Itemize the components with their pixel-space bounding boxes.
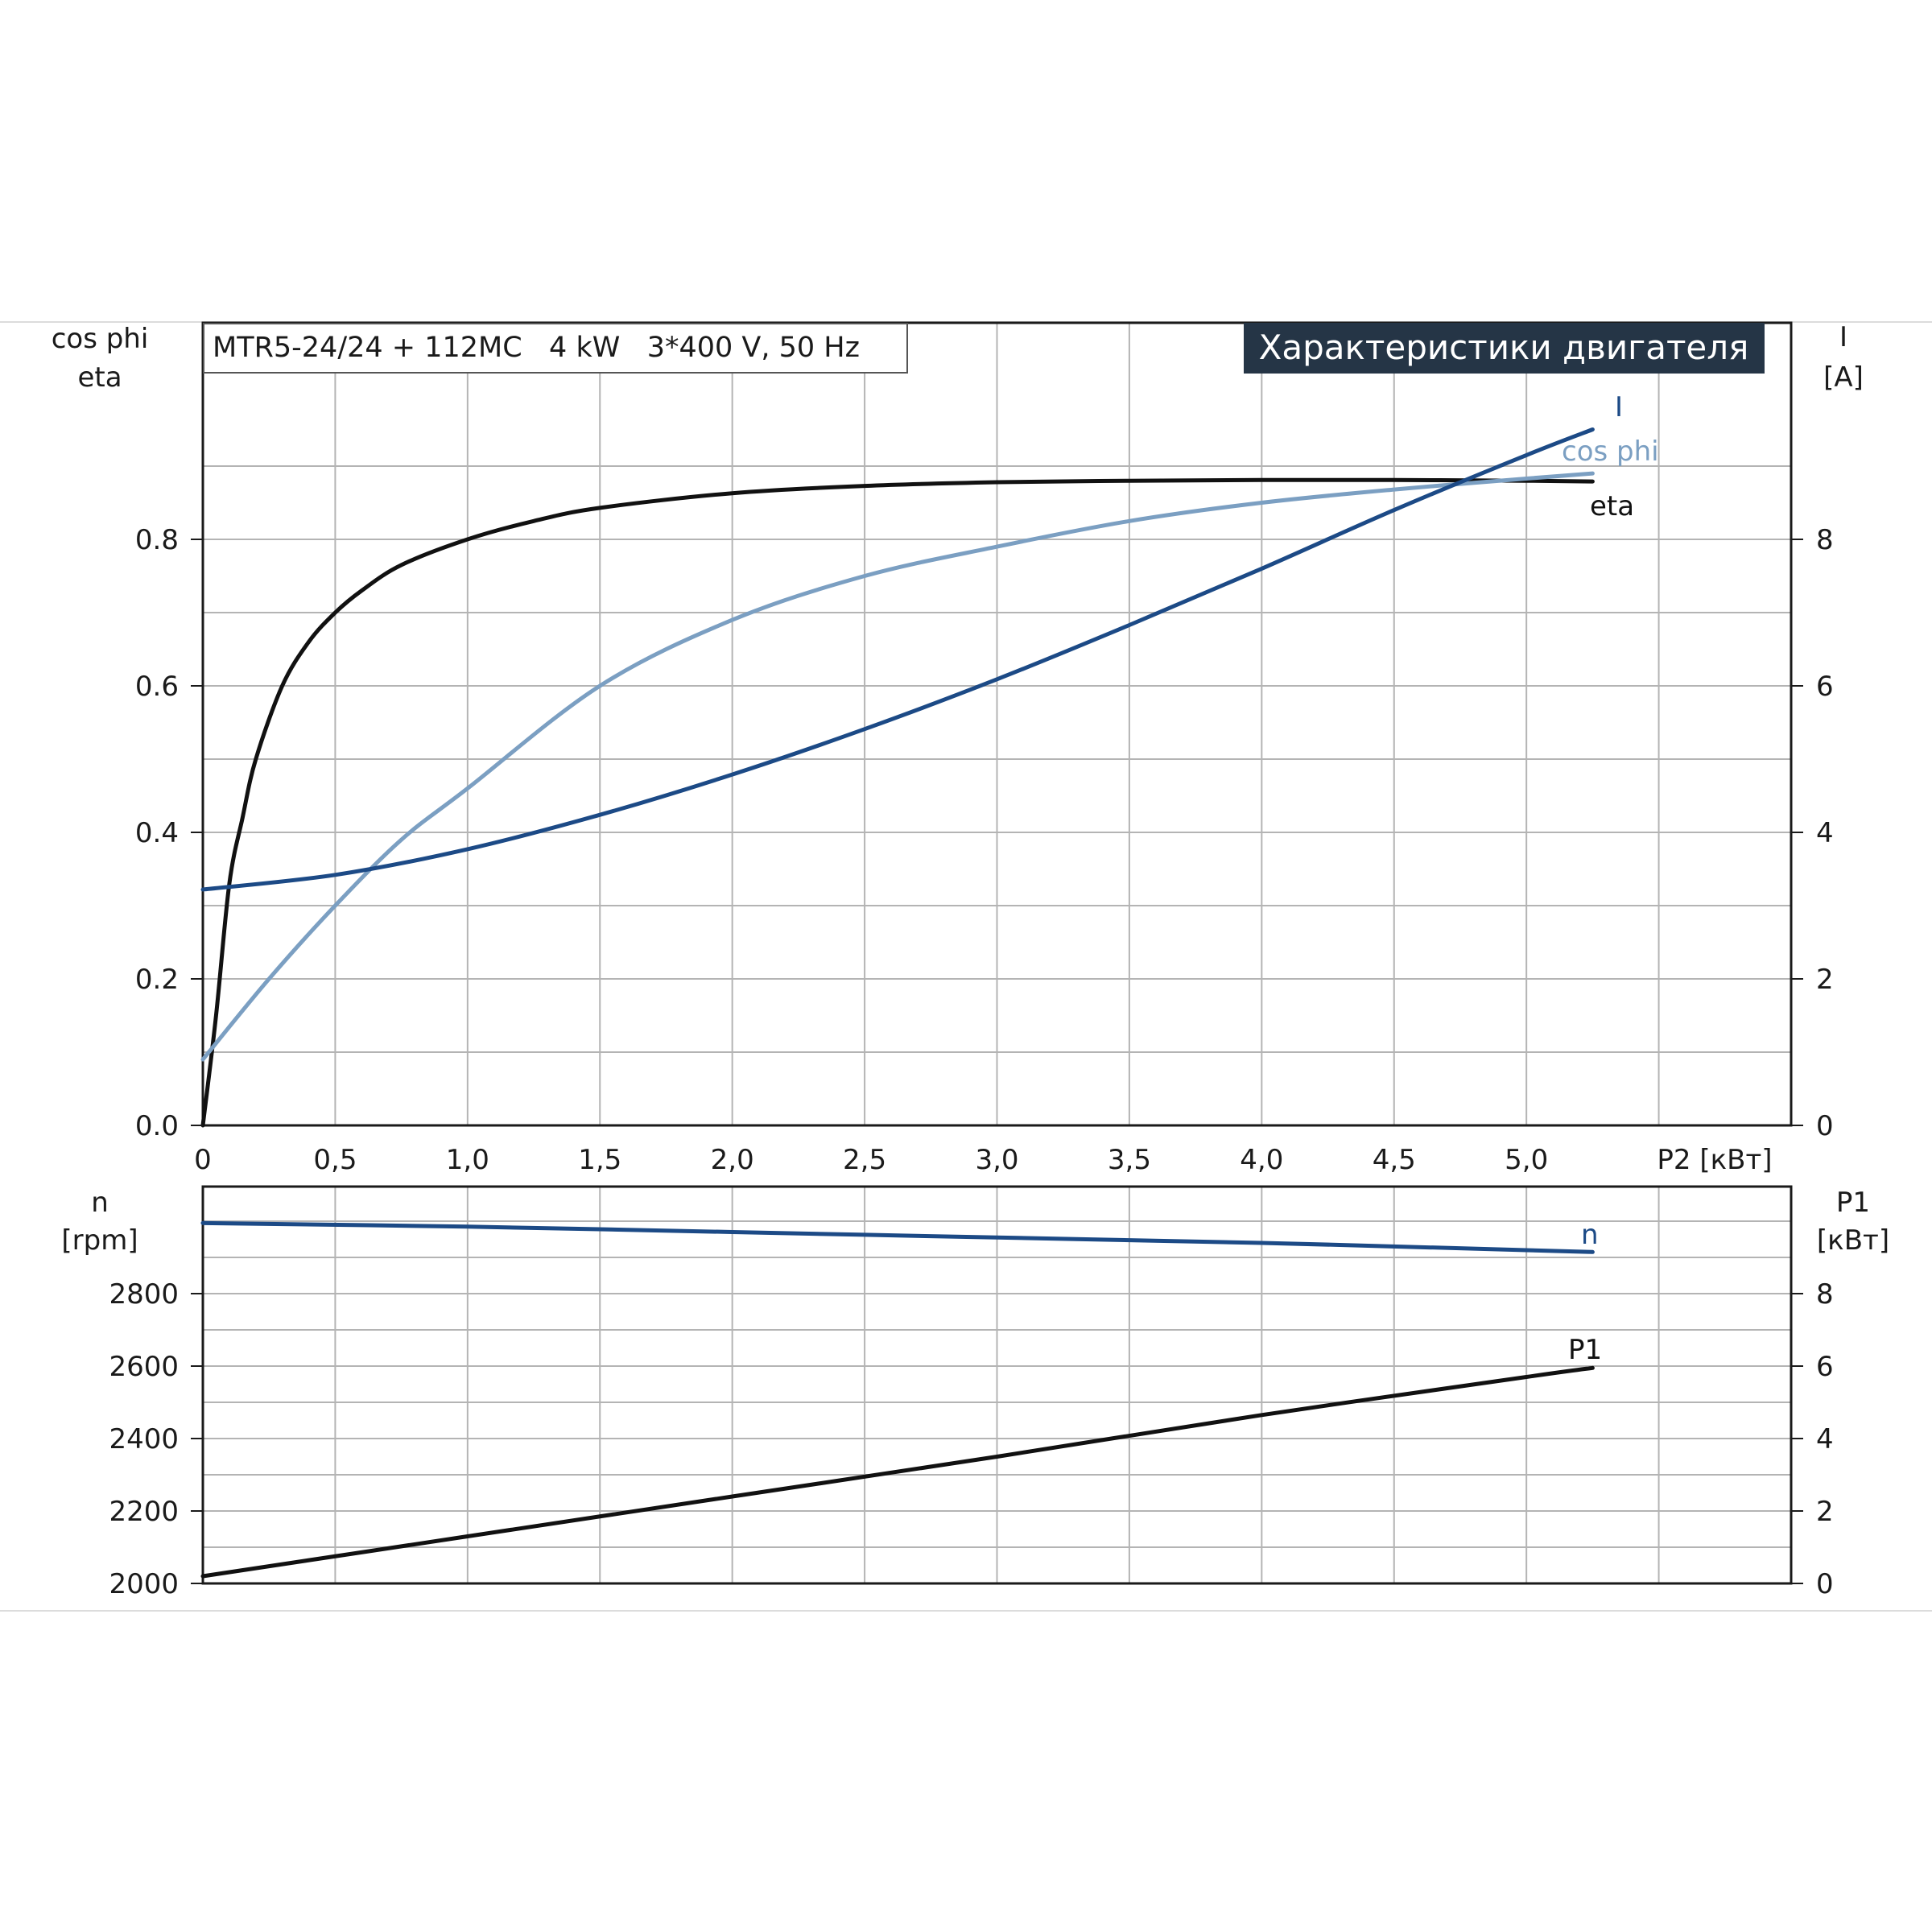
top-left-tick-label: 0.6	[135, 671, 179, 703]
top-panel-frame	[201, 321, 1793, 1127]
x-tick-label: 3,0	[975, 1144, 1018, 1176]
top-right-tick-label: 0	[1816, 1110, 1834, 1142]
x-tick-label: 2,0	[711, 1144, 754, 1176]
x-tick-label: 0,5	[313, 1144, 357, 1176]
series-n-line	[200, 1220, 1595, 1254]
x-tick-label: 4,5	[1373, 1144, 1416, 1176]
bottom-right-tick-label: 2	[1816, 1496, 1834, 1528]
series-eta-line	[200, 477, 1595, 1128]
top-right-axis-label-1: I	[1839, 321, 1847, 353]
bottom-left-tick-label: 2400	[109, 1423, 179, 1455]
top-right-tick-label: 2	[1816, 964, 1834, 996]
chart-title: MTR5-24/24 + 112MC 4 kW 3*400 V, 50 Hz	[213, 332, 860, 364]
bottom-left-tick-label: 2000	[109, 1568, 179, 1600]
curves-layer	[200, 427, 1595, 1579]
series-cos-phi-line	[200, 471, 1595, 1062]
series-label-cos-phi: cos phi	[1562, 436, 1659, 468]
x-tick-label: 1,0	[446, 1144, 489, 1176]
chart-badge-box	[1244, 323, 1765, 374]
bottom-panel-frame	[201, 1185, 1793, 1585]
title-box	[203, 323, 908, 374]
bottom-left-tick-label: 2800	[109, 1278, 179, 1311]
top-right-tick-label: 6	[1816, 671, 1834, 703]
x-tick-label: 4,0	[1240, 1144, 1283, 1176]
series-label-i: I	[1615, 391, 1623, 423]
top-left-axis-label-2: eta	[77, 361, 122, 394]
top-right-tick-label: 4	[1816, 817, 1834, 849]
x-tick-label: 3,5	[1108, 1144, 1151, 1176]
bottom-right-tick-label: 0	[1816, 1568, 1834, 1600]
chart-badge: Характеристики двигателя	[1259, 328, 1749, 367]
top-right-tick-label: 8	[1816, 524, 1834, 556]
series-label-n: n	[1581, 1219, 1599, 1251]
bottom-left-tick-label: 2600	[109, 1351, 179, 1383]
x-tick-label: 5,0	[1505, 1144, 1548, 1176]
x-tick-label: 0	[194, 1144, 212, 1176]
bottom-panel-grid	[203, 1187, 1791, 1583]
bottom-right-axis-label-1: P1	[1836, 1187, 1870, 1219]
top-left-tick-label: 0.4	[135, 817, 179, 849]
top-left-axis-label-1: cos phi	[52, 323, 149, 355]
top-left-tick-label: 0.0	[135, 1110, 179, 1142]
top-left-tick-label: 0.8	[135, 524, 179, 556]
x-tick-label: 2,5	[843, 1144, 886, 1176]
bottom-right-tick-label: 6	[1816, 1351, 1834, 1383]
series-p1-line	[200, 1365, 1595, 1579]
bottom-right-axis-label-2: [кВт]	[1817, 1224, 1889, 1257]
series-i-line	[200, 427, 1595, 892]
x-tick-label: 1,5	[578, 1144, 621, 1176]
tick-labels-layer: 0 0,5 1,0 1,5 2,0 2,5 3,0 3,5 4,0 4,5 5,0 0.0 0.2 0.4…	[109, 524, 1833, 1600]
top-right-axis-label-2: [A]	[1823, 361, 1864, 394]
bottom-left-axis-label-2: [rpm]	[61, 1224, 138, 1257]
x-axis-label: P2 [кВт]	[1657, 1144, 1772, 1176]
bottom-left-axis-label-1: n	[91, 1187, 109, 1219]
bottom-right-tick-label: 8	[1816, 1278, 1834, 1311]
series-label-eta: eta	[1590, 490, 1634, 522]
bottom-right-tick-label: 4	[1816, 1423, 1834, 1455]
series-label-p1: P1	[1568, 1334, 1602, 1366]
top-left-tick-label: 0.2	[135, 964, 179, 996]
bottom-left-tick-label: 2200	[109, 1496, 179, 1528]
